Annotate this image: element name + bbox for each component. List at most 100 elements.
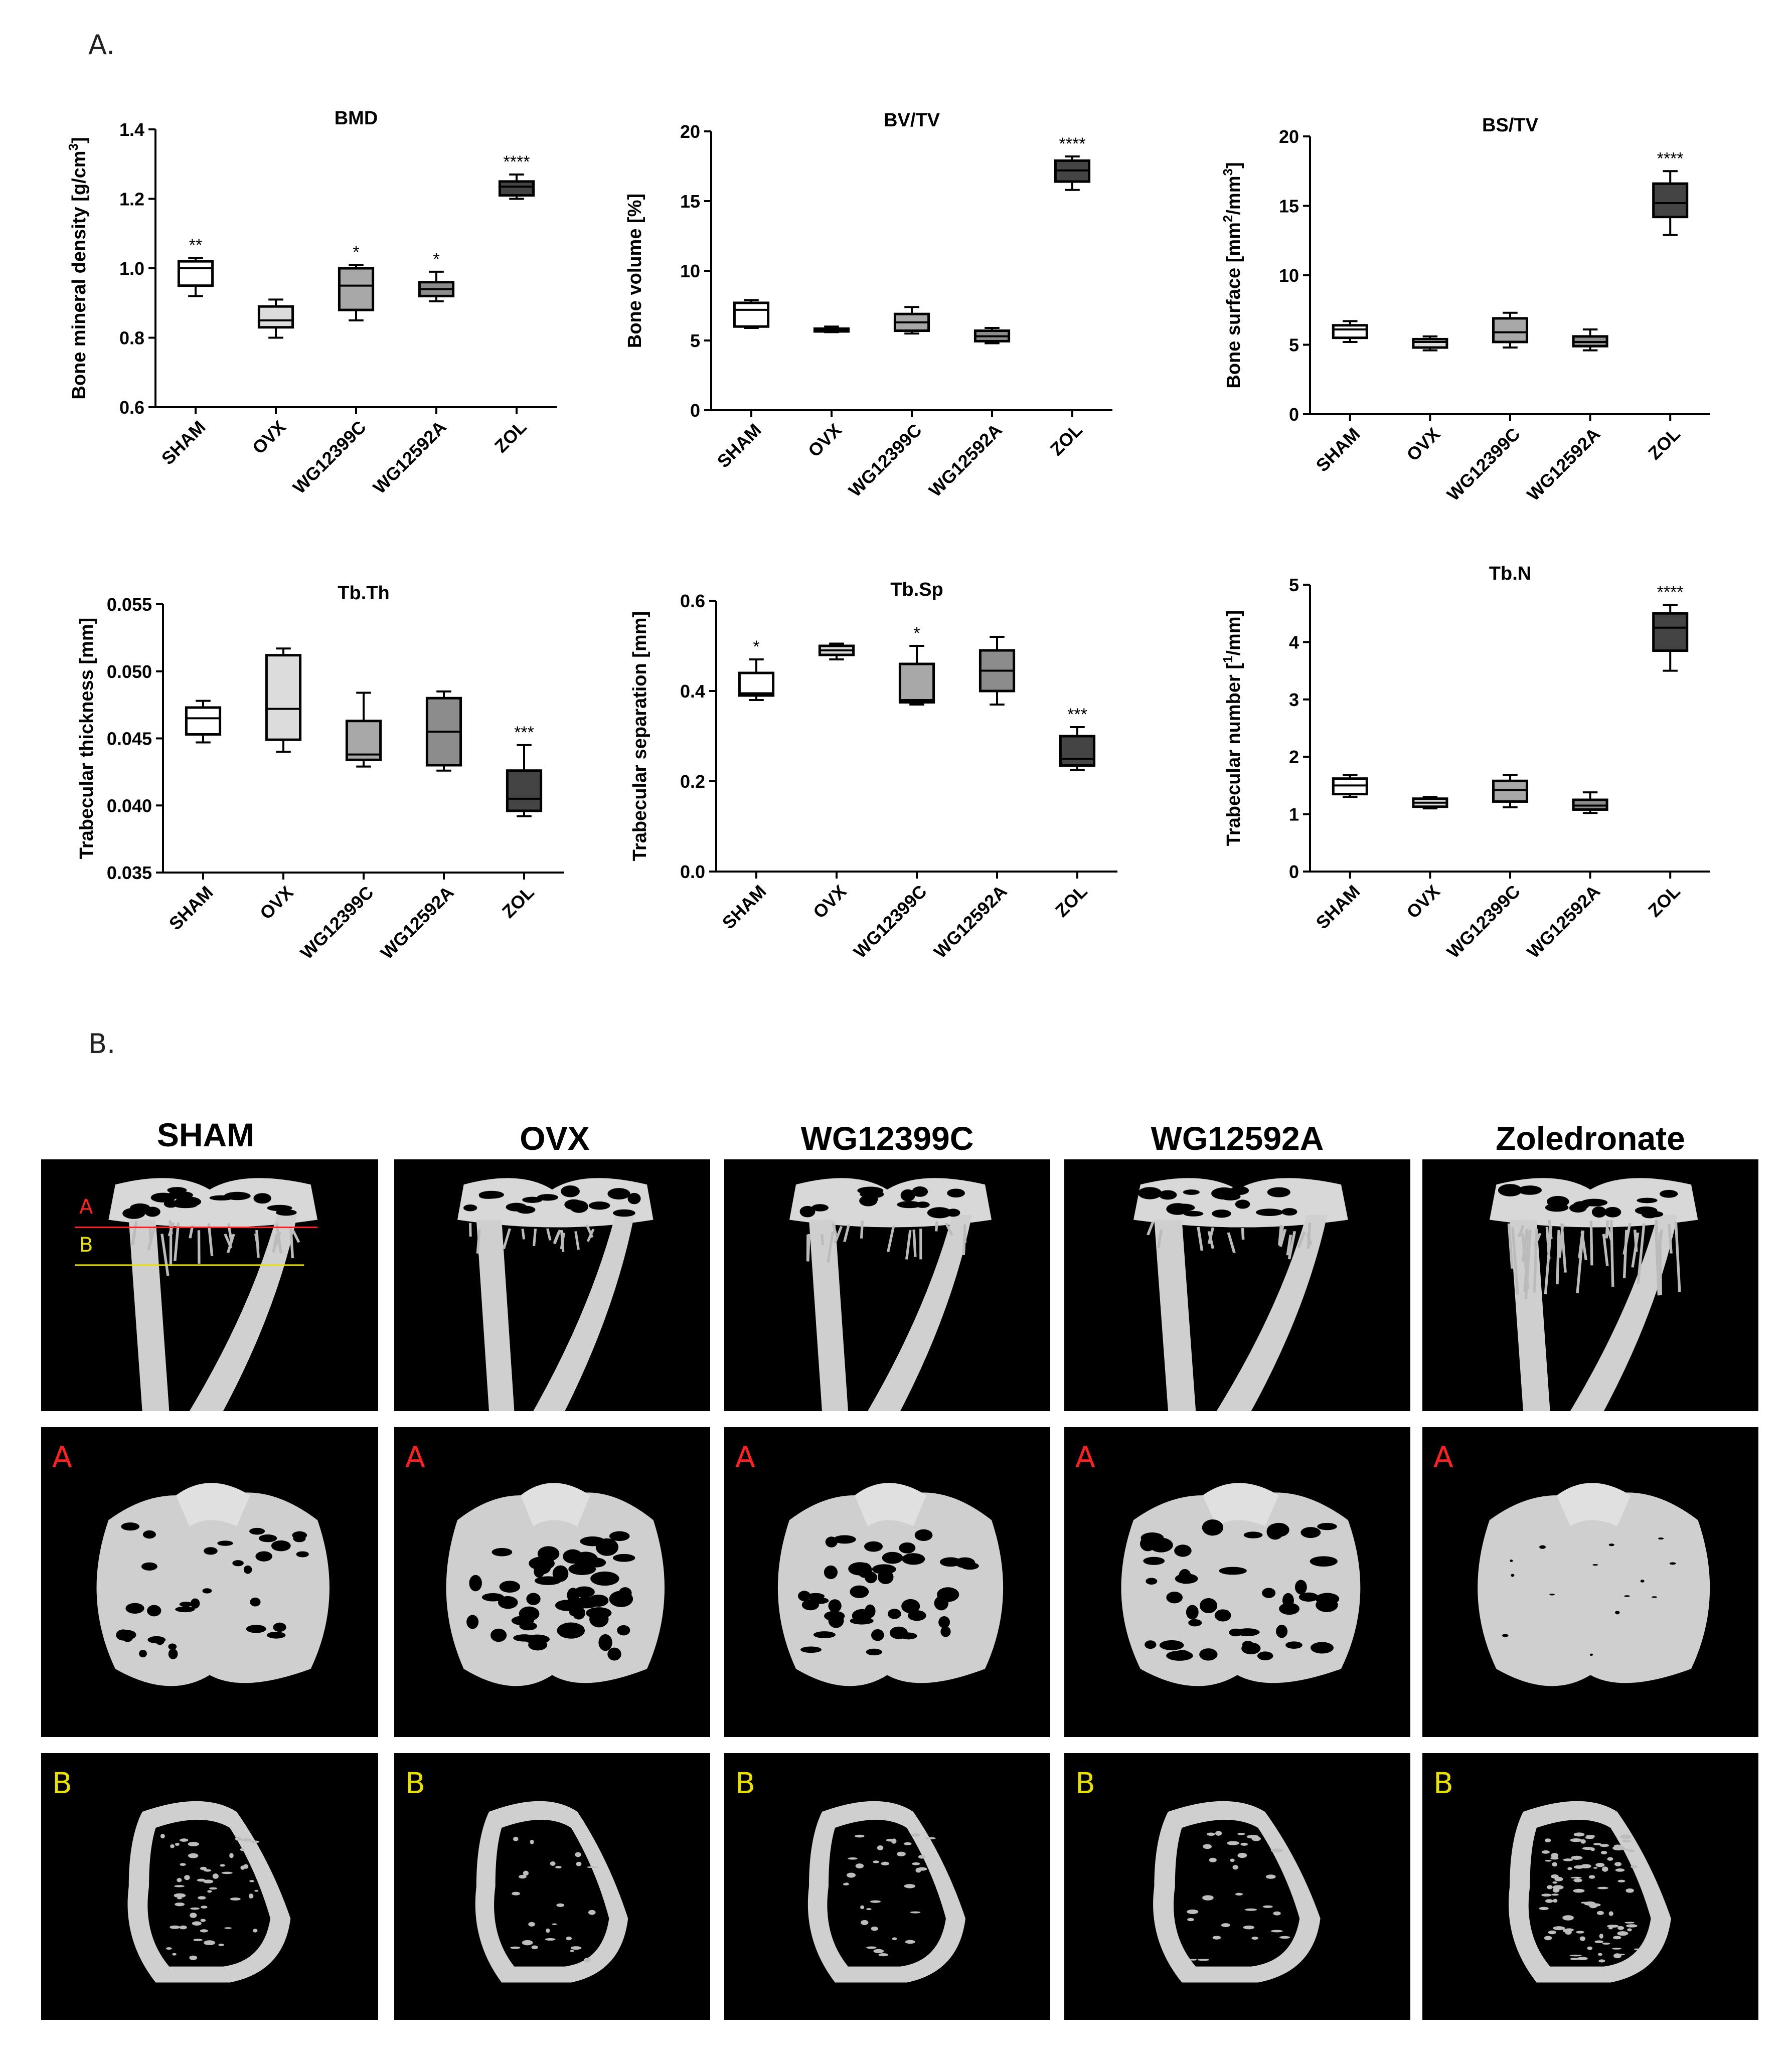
bone-rendering <box>1478 1483 1710 1686</box>
bmd-y-tick-label: 1.4 <box>119 119 144 140</box>
box-plot-charts: BMD 0.6 0.8 1.0 1.2 1.4 Bone mineral density [… <box>66 108 1710 963</box>
bmd-x-tick-label: ZOL <box>491 417 531 457</box>
bv-tv-y-tick-label: 20 <box>680 121 700 142</box>
bmd-x-tick-label: WG12592A <box>369 417 450 498</box>
bv-tv-y-tick-label: 10 <box>680 261 700 281</box>
bmd-box-sham <box>177 260 214 287</box>
bmd-box-ovx <box>257 305 294 329</box>
microct-section-b-zoledronate: B <box>1422 1753 1758 2020</box>
row-b-letter: B <box>405 1766 425 1800</box>
bv-tv-box-sham <box>733 301 770 328</box>
bv-tv-box-zol-significance: **** <box>1059 134 1086 153</box>
microct-sagittal-wg12592a <box>1064 1159 1410 1411</box>
bone-rendering <box>96 1483 330 1686</box>
tb-th-y-tick-label: 0.035 <box>107 863 152 883</box>
overlay-line-b-label: B <box>79 1234 93 1257</box>
tb-n-y-tick-label: 5 <box>1289 575 1299 595</box>
tb-sp-y-tick-label: 0.4 <box>680 681 705 702</box>
bone-rendering <box>1133 1178 1348 1411</box>
bmd-y-tick-label: 0.6 <box>119 397 144 418</box>
column-title-wg12399c: WG12399C <box>800 1120 974 1157</box>
bs-tv-x-tick-label: ZOL <box>1644 424 1684 464</box>
bone-rendering <box>127 1801 291 1983</box>
bv-tv-y-tick-label: 0 <box>690 400 700 421</box>
tb-th-box-sham <box>185 706 222 736</box>
panel-b-label: B. <box>88 1028 116 1060</box>
tb-n-chart-title: Tb.N <box>1489 563 1531 584</box>
tb-sp-box-wg12399c-significance: * <box>913 624 920 643</box>
bv-tv-x-tick-label: ZOL <box>1046 420 1086 460</box>
row-a-letter: A <box>52 1440 72 1474</box>
tb-sp-x-tick-label: SHAM <box>718 881 770 933</box>
tb-n-y-tick-label: 1 <box>1289 804 1299 825</box>
tb-n-x-tick-label: OVX <box>1402 881 1444 923</box>
bs-tv-y-tick-label: 10 <box>1279 265 1299 286</box>
microct-section-a-sham: A <box>41 1427 378 1737</box>
tb-sp-chart-title: Tb.Sp <box>890 579 943 600</box>
bv-tv-x-tick-label: WG12399C <box>845 420 926 501</box>
bv-tv-y-axis-label: Bone volume [%] <box>624 194 645 348</box>
microct-sagittal-wg12399c <box>724 1159 1050 1411</box>
bone-rendering <box>75 1178 318 1411</box>
row-b-letter: B <box>1075 1766 1095 1800</box>
tb-sp-box-wg12399c <box>898 662 935 704</box>
tb-n-y-tick-label: 0 <box>1289 861 1299 882</box>
column-title-ovx: OVX <box>520 1120 590 1157</box>
tb-sp-box-zol <box>1059 735 1096 767</box>
bmd-x-tick-label: WG12399C <box>289 417 370 498</box>
tb-th-x-tick-label: WG12399C <box>296 882 378 963</box>
tb-sp-y-tick-label: 0.2 <box>680 771 705 792</box>
bmd-y-axis-label: Bone mineral density [g/cm3] <box>66 137 90 399</box>
tb-n-y-tick-label: 3 <box>1289 690 1299 710</box>
row-a-letter: A <box>1433 1440 1453 1474</box>
microct-sagittal-ovx <box>394 1159 710 1411</box>
tb-th-y-tick-label: 0.045 <box>107 729 152 749</box>
tb-th-y-tick-label: 0.055 <box>107 594 152 615</box>
bs-tv-box-zol <box>1652 182 1689 219</box>
bs-tv-y-axis-label: Bone surface [mm2/mm3] <box>1220 162 1244 388</box>
microct-section-a-wg12399c: A <box>724 1427 1050 1737</box>
bs-tv-x-tick-label: WG12399C <box>1443 424 1524 505</box>
bone-rendering <box>1508 1801 1671 1983</box>
bmd-box-zol <box>498 180 535 197</box>
bmd-y-tick-label: 0.8 <box>119 328 144 349</box>
tb-sp-y-tick-label: 0.6 <box>680 591 705 611</box>
row-b-letter: B <box>735 1766 755 1800</box>
tb-sp-x-tick-label: WG12399C <box>850 881 931 962</box>
tb-th-box-zol-significance: *** <box>514 723 534 742</box>
bmd-box-wg12399c <box>338 267 375 311</box>
tb-sp-box-sham <box>738 671 775 697</box>
tb-th-y-axis-label: Trabecular thickness [mm] <box>76 618 97 859</box>
bmd-y-tick-label: 1.2 <box>119 189 144 210</box>
bone-rendering <box>475 1801 628 1983</box>
tb-n-x-tick-label: ZOL <box>1644 881 1684 921</box>
bmd-box-wg12399c-significance: * <box>353 243 359 262</box>
tb-sp-box-zol-significance: *** <box>1067 705 1087 724</box>
tb-th-x-tick-label: OVX <box>256 882 297 924</box>
bs-tv-box-sham <box>1332 324 1368 339</box>
row-a-letter: A <box>1075 1440 1095 1474</box>
bone-rendering <box>446 1483 665 1686</box>
tb-th-chart-title: Tb.Th <box>338 583 389 604</box>
tb-th-box-ovx <box>265 654 302 741</box>
row-a-letter: A <box>405 1440 425 1474</box>
bone-rendering <box>1121 1483 1361 1686</box>
microct-section-a-wg12592a: A <box>1064 1427 1410 1737</box>
tb-th-y-tick-label: 0.040 <box>107 795 152 816</box>
bone-rendering <box>457 1178 654 1411</box>
microct-section-b-sham: B <box>41 1753 378 2020</box>
row-b-letter: B <box>52 1766 72 1800</box>
tb-sp-x-tick-label: WG12592A <box>930 881 1011 962</box>
microct-section-b-ovx: B <box>394 1753 710 2020</box>
bs-tv-y-tick-label: 15 <box>1279 196 1299 217</box>
tb-th-x-tick-label: SHAM <box>165 882 217 934</box>
bmd-x-tick-label: SHAM <box>157 417 210 469</box>
bone-rendering <box>1153 1801 1321 1983</box>
microct-section-a-ovx: A <box>394 1427 710 1737</box>
panel-a-label: A. <box>88 29 115 61</box>
column-title-wg12592a: WG12592A <box>1151 1120 1324 1157</box>
bone-rendering <box>807 1801 965 1983</box>
bmd-box-sham-significance: ** <box>189 236 202 255</box>
bmd-chart-title: BMD <box>335 108 378 129</box>
